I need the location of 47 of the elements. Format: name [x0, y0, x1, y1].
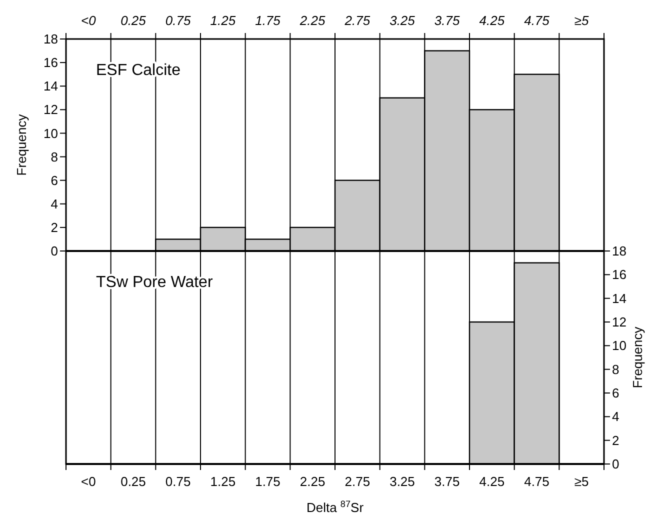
- x-tick-label: 2.75: [344, 474, 370, 489]
- y2-axis-title: Frequency: [630, 326, 645, 388]
- y-tick-label: 6: [50, 172, 58, 188]
- x-tick-label: <0: [81, 474, 96, 489]
- y-tick-label: 14: [44, 78, 58, 94]
- y2-tick-label: 14: [612, 290, 626, 306]
- x-tick-label: ≥5: [574, 474, 589, 489]
- x-tick-label: 3.25: [390, 474, 415, 489]
- y2-tick-label: 16: [612, 267, 626, 282]
- y2-tick-label: 10: [612, 338, 626, 354]
- y-tick-label: 2: [50, 220, 58, 235]
- x-tick-label: 0.75: [165, 13, 192, 28]
- x-tick-label: 3.75: [434, 13, 460, 28]
- y2-tick-label: 0: [612, 456, 620, 472]
- x-tick-label: 1.25: [210, 13, 236, 28]
- x-tick-label: 3.25: [390, 13, 416, 28]
- x-tick-label: ≥5: [574, 13, 590, 28]
- x-tick-label: 4.25: [479, 13, 506, 28]
- y-tick-label: 16: [44, 55, 58, 70]
- y-tick-label: 12: [44, 102, 58, 118]
- x-tick-label: 4.25: [479, 474, 505, 489]
- x-tick-label: 0.25: [120, 474, 146, 489]
- x-tick-label: 2.75: [344, 13, 371, 28]
- x-tick-label: 2.25: [298, 13, 326, 28]
- x-tick-label: 0.75: [165, 474, 191, 489]
- y-tick-label: 4: [50, 196, 58, 212]
- y-tick-label: 8: [50, 149, 58, 164]
- y2-tick-label: 4: [612, 409, 620, 424]
- y2-tick-label: 12: [612, 314, 626, 330]
- y-tick-label: 10: [44, 126, 58, 141]
- x-tick-label: 4.75: [524, 13, 550, 28]
- x-tick-label: 3.75: [434, 474, 460, 489]
- y2-tick-label: 2: [612, 432, 620, 448]
- x-tick-label: 1.75: [255, 474, 280, 489]
- y2-tick-label: 18: [612, 244, 626, 259]
- x-tick-label: 1.25: [210, 474, 236, 489]
- x-tick-label: 4.75: [524, 474, 550, 489]
- x-tick-label: 2.25: [300, 474, 326, 489]
- y-tick-label: 0: [50, 244, 58, 259]
- x-tick-label: <0: [81, 13, 97, 28]
- y2-tick-label: 6: [612, 386, 620, 401]
- x-tick-label: 1.75: [255, 13, 282, 28]
- y2-tick-label: 8: [612, 362, 620, 377]
- y-axis-title: Frequency: [14, 114, 29, 176]
- x-axis-title: Delta $^{87}$Sr: [306, 499, 364, 515]
- y-tick-label: 18: [44, 32, 58, 47]
- x-tick-label: 0.25: [120, 13, 147, 28]
